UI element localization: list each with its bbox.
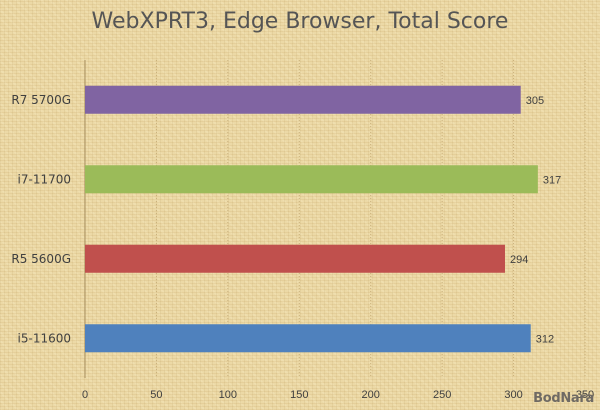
bar [85,165,538,194]
x-tick-label: 0 [82,389,88,401]
data-label: 305 [526,95,544,107]
data-label: 294 [510,254,528,266]
category-label: R7 5700G [11,93,71,107]
x-tick-label: 150 [290,389,308,401]
chart-title: WebXPRT3, Edge Browser, Total Score [91,9,509,34]
data-label: 317 [543,174,561,186]
category-label: R5 5600G [11,252,71,266]
bar [85,244,505,273]
x-tick-label: 350 [576,389,594,401]
bar [85,85,521,114]
x-tick-label: 200 [362,389,380,401]
x-tick-label: 100 [219,389,237,401]
data-label: 312 [536,333,554,345]
category-label: i5-11600 [18,331,71,345]
x-tick-label: 300 [504,389,522,401]
bar [85,324,531,353]
x-tick-label: 250 [433,389,451,401]
watermark-logo: BodNara [533,391,594,406]
category-label: i7-11700 [18,172,71,186]
x-tick-label: 50 [150,389,162,401]
